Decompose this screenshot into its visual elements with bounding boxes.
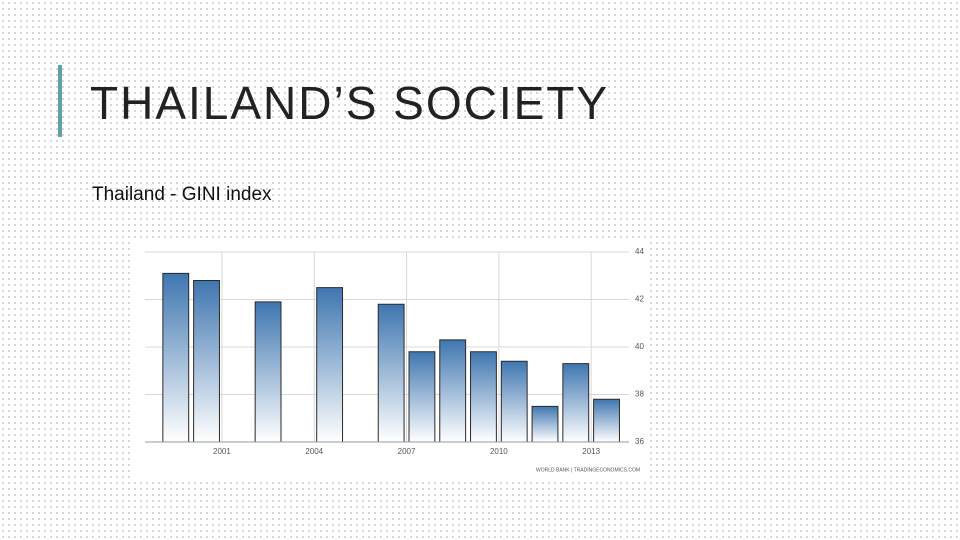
- bar: [408, 351, 436, 443]
- bar: [439, 339, 467, 443]
- bar: [562, 363, 590, 443]
- bar: [593, 398, 620, 443]
- x-tick-label: 2001: [213, 447, 231, 456]
- chart-heading: Thailand - GINI index: [92, 184, 272, 205]
- y-tick-label: 44: [635, 247, 644, 256]
- x-tick-label: 2004: [305, 447, 323, 456]
- source: WORLD BANK | TRADINGECONOMICS.COM: [536, 467, 640, 473]
- bar: [254, 301, 282, 443]
- x-tick-label: 2010: [490, 447, 508, 456]
- bar: [500, 360, 528, 443]
- bar: [316, 287, 344, 443]
- y-tick-label: 42: [635, 295, 644, 304]
- bar: [162, 272, 190, 443]
- y-tick-label: 38: [635, 390, 644, 399]
- x-tick-label: 2013: [582, 447, 600, 456]
- y-tick-label: 40: [635, 342, 644, 351]
- bar: [193, 280, 220, 443]
- slide-title: THAILAND’S SOCIETY: [90, 77, 610, 129]
- bar: [470, 351, 497, 443]
- bar: [531, 405, 559, 443]
- bar: [377, 303, 405, 443]
- accent-bar: [58, 65, 62, 137]
- x-tick-label: 2007: [398, 447, 416, 456]
- y-tick-label: 36: [635, 437, 644, 446]
